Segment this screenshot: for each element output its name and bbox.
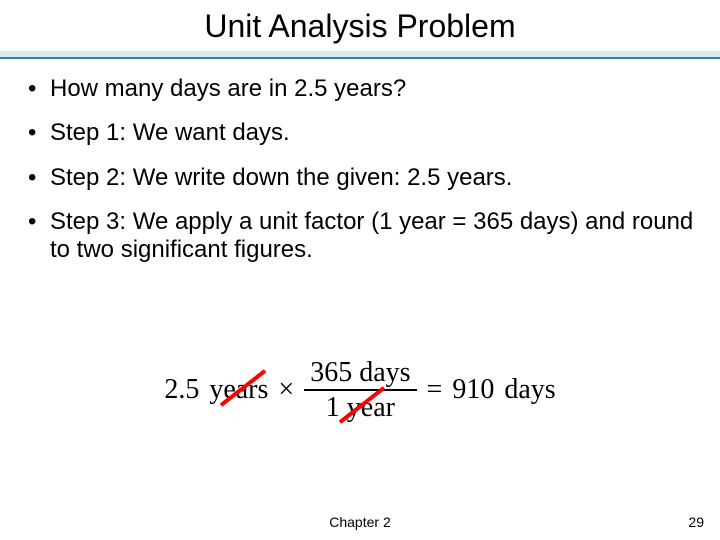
title-underline — [0, 51, 720, 59]
eq-result-value: 910 — [452, 374, 494, 406]
slide-title: Unit Analysis Problem — [0, 8, 720, 45]
bullet-list: How many days are in 2.5 years? Step 1: … — [0, 75, 720, 265]
eq-den-unit: year — [347, 392, 395, 423]
bullet-item: Step 3: We apply a unit factor (1 year =… — [26, 208, 694, 265]
eq-num-value: 365 — [310, 357, 352, 388]
footer: Chapter 2 29 — [0, 514, 720, 530]
eq-equals: = — [427, 374, 443, 406]
bullet-item: Step 1: We want days. — [26, 119, 694, 147]
eq-result-unit: days — [504, 374, 555, 406]
fraction-bar — [304, 389, 416, 391]
eq-num-unit: days — [359, 357, 410, 388]
eq-left-value: 2.5 — [164, 374, 199, 406]
bullet-item: How many days are in 2.5 years? — [26, 75, 694, 103]
eq-numerator: 365 days — [304, 358, 416, 387]
eq-den-value: 1 — [326, 392, 340, 423]
eq-left-unit: years — [209, 374, 268, 405]
title-band: Unit Analysis Problem — [0, 0, 720, 51]
eq-denominator-cancelled: 1 year — [320, 393, 401, 422]
eq-operator: × — [278, 374, 294, 406]
eq-fraction: 365 days 1 year — [304, 358, 416, 423]
footer-page-number: 29 — [688, 514, 704, 530]
eq-left-unit-cancelled: years — [209, 374, 268, 406]
bullet-item: Step 2: We write down the given: 2.5 yea… — [26, 164, 694, 192]
equation: 2.5 years × 365 days 1 year = 910 days — [0, 358, 720, 423]
footer-chapter: Chapter 2 — [0, 514, 720, 530]
